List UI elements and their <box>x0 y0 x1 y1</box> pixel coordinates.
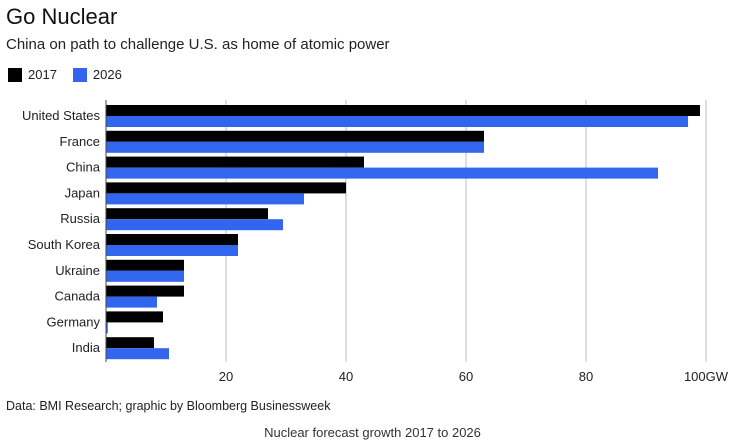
legend-item-2026: 2026 <box>72 67 122 82</box>
bar-united-states-2026 <box>106 116 688 127</box>
category-label-canada: Canada <box>54 289 100 304</box>
bar-germany-2017 <box>106 311 163 323</box>
bar-japan-2017 <box>106 182 346 194</box>
category-label-japan: Japan <box>65 185 100 200</box>
legend-swatch-2026 <box>72 67 87 82</box>
image-caption: Nuclear forecast growth 2017 to 2026 <box>264 425 481 440</box>
bar-india-2017 <box>106 337 154 349</box>
bar-russia-2017 <box>106 208 268 220</box>
category-label-germany: Germany <box>47 314 101 329</box>
bar-south-korea-2017 <box>106 234 238 245</box>
category-label-united-states: United States <box>22 108 101 123</box>
bar-canada-2017 <box>106 285 184 297</box>
legend-swatch-2017 <box>8 67 22 82</box>
chart-subtitle: China on path to challenge U.S. as home … <box>6 36 390 53</box>
category-label-south-korea: South Korea <box>28 237 101 252</box>
bar-china-2026 <box>106 167 658 179</box>
chart-title: Go Nuclear <box>6 4 118 29</box>
legend: 2017 2026 <box>8 67 130 82</box>
bar-japan-2026 <box>106 193 304 205</box>
bar-france-2026 <box>106 141 484 153</box>
x-tick-label-2: 60 <box>459 369 473 384</box>
legend-label-2026: 2026 <box>92 67 122 82</box>
bar-germany-2026 <box>106 322 108 334</box>
bar-china-2017 <box>106 156 364 168</box>
category-label-france: France <box>60 134 100 149</box>
bar-france-2017 <box>106 130 484 142</box>
category-label-ukraine: Ukraine <box>55 263 100 278</box>
bar-russia-2026 <box>106 219 283 231</box>
category-label-russia: Russia <box>60 211 101 226</box>
bar-canada-2026 <box>106 296 157 308</box>
x-tick-label-4: 100GW <box>684 369 729 384</box>
bar-ukraine-2026 <box>106 270 184 282</box>
category-label-china: China <box>66 160 101 175</box>
legend-label-2017: 2017 <box>28 67 57 82</box>
bar-south-korea-2026 <box>106 245 238 256</box>
category-label-india: India <box>72 340 101 355</box>
source-note: Data: BMI Research; graphic by Bloomberg… <box>6 399 331 413</box>
bar-united-states-2017 <box>106 105 700 116</box>
x-tick-label-3: 80 <box>579 369 593 384</box>
x-tick-label-0: 20 <box>219 369 233 384</box>
legend-item-2017: 2017 <box>8 67 57 82</box>
bar-ukraine-2017 <box>106 259 184 271</box>
x-tick-label-1: 40 <box>339 369 353 384</box>
bar-india-2026 <box>106 348 169 360</box>
